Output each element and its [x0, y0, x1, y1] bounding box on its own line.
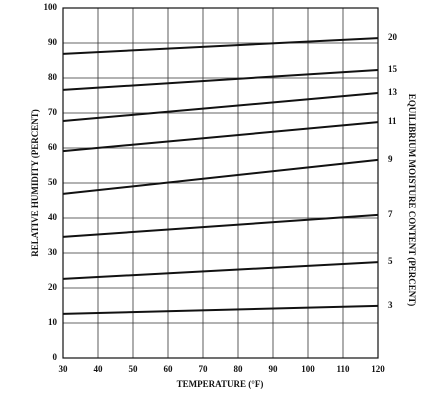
- series-line: [62, 92, 379, 123]
- x-tick-label: 110: [336, 364, 350, 374]
- y-tick-label: 80: [48, 72, 58, 82]
- x-tick-label: 70: [199, 364, 209, 374]
- y-tick-label: 20: [48, 282, 58, 292]
- x-tick-label: 100: [301, 364, 315, 374]
- y-tick-label: 10: [48, 317, 58, 327]
- series-label: 11: [388, 116, 397, 126]
- x-tick-label: 90: [269, 364, 279, 374]
- series-label: 5: [388, 256, 393, 266]
- series-line: [62, 37, 379, 55]
- series-label: 7: [388, 209, 393, 219]
- series-line: [62, 121, 379, 153]
- series-line: [62, 304, 379, 315]
- x-axis-title: TEMPERATURE (°F): [177, 379, 264, 389]
- series-label: 15: [388, 64, 398, 74]
- series-label: 9: [388, 154, 393, 164]
- x-tick-label: 30: [59, 364, 69, 374]
- x-tick-label: 50: [129, 364, 139, 374]
- y-tick-label: 90: [48, 37, 58, 47]
- series-label: 20: [388, 32, 398, 42]
- series-line: [62, 158, 379, 195]
- plot-frame: [62, 7, 379, 359]
- x-tick-label: 40: [94, 364, 104, 374]
- y-axis-title: RELATIVE HUMIDITY (PERCENT): [30, 109, 40, 257]
- series-line: [62, 213, 379, 238]
- y-tick-label: 50: [48, 177, 58, 187]
- right-axis-title: EQUILIBRIUM MOISTURE CONTENT (PERCENT): [407, 94, 417, 307]
- y-tick-label: 40: [48, 212, 58, 222]
- series-label: 13: [388, 87, 398, 97]
- x-tick-label: 120: [371, 364, 385, 374]
- y-tick-label: 0: [53, 352, 58, 362]
- y-tick-label: 30: [48, 247, 58, 257]
- series-label: 3: [388, 300, 393, 310]
- y-tick-label: 60: [48, 142, 58, 152]
- series-line: [62, 68, 379, 91]
- x-tick-label: 60: [164, 364, 174, 374]
- y-tick-label: 70: [48, 107, 58, 117]
- x-tick-label: 80: [234, 364, 244, 374]
- y-tick-label: 100: [44, 2, 58, 12]
- series-line: [62, 261, 379, 280]
